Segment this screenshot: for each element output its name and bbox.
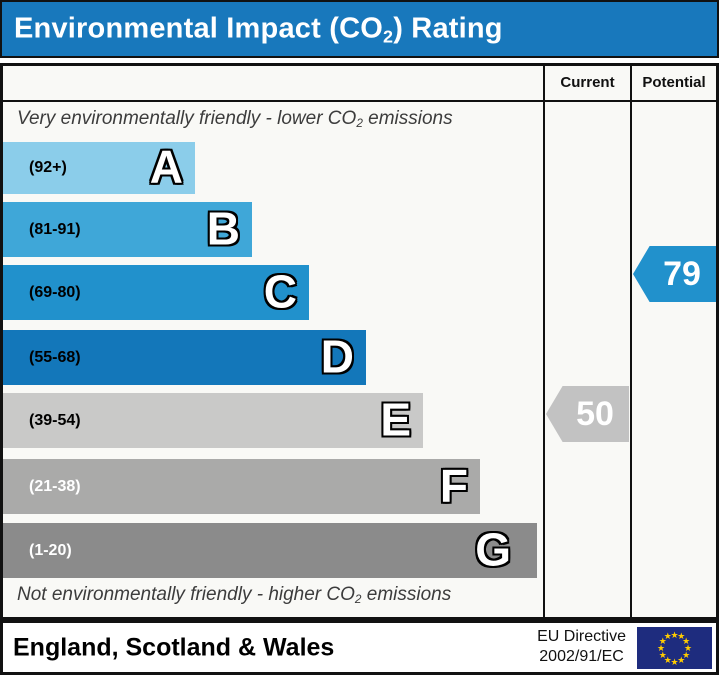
band-a-letter: A <box>149 140 183 193</box>
band-e-letter: E <box>380 392 411 445</box>
band-e: (39-54) E <box>3 393 423 448</box>
eu-directive-label: EU Directive 2002/91/EC <box>537 627 626 669</box>
current-column-header: Current <box>560 74 615 91</box>
eu-flag-icon: ★ ★ ★ ★ ★ ★ ★ ★ ★ ★ ★ ★ <box>637 627 712 669</box>
top-caption-text: Very environmentally friendly - lower CO <box>17 108 357 129</box>
eu-flag-star: ★ <box>663 654 672 665</box>
potential-column-header: Potential <box>642 74 706 91</box>
band-f-letter: F <box>439 458 468 511</box>
bottom-caption-text: Not environmentally friendly - higher CO <box>17 584 355 605</box>
eu-directive-line1: EU Directive <box>537 627 626 645</box>
eu-flag-star: ★ <box>677 654 686 665</box>
band-d-range: (55-68) <box>29 348 81 366</box>
bottom-caption-suffix: emissions <box>361 584 452 605</box>
current-column-divider <box>543 66 545 617</box>
band-c-letter: C <box>263 264 297 317</box>
chart-title-text: Environmental Impact (CO <box>14 12 383 45</box>
chart-title-subscript: 2 <box>382 26 394 47</box>
footer-bar: England, Scotland & Wales EU Directive 2… <box>0 620 719 675</box>
potential-rating-arrow: 79 <box>633 246 716 302</box>
eu-flag-star: ★ <box>670 629 679 640</box>
top-caption-suffix: emissions <box>362 108 453 129</box>
bottom-caption-subscript: 2 <box>354 593 362 607</box>
chart-title-suffix: ) Rating <box>393 12 503 45</box>
band-b-range: (81-91) <box>29 220 81 238</box>
eu-flag-star: ★ <box>683 643 693 653</box>
top-caption-subscript: 2 <box>356 117 363 131</box>
chart-title: Environmental Impact (CO2) Rating <box>14 12 503 47</box>
band-e-range: (39-54) <box>29 411 81 429</box>
eu-flag-star: ★ <box>677 631 686 642</box>
band-d-letter: D <box>320 329 354 382</box>
band-c-range: (69-80) <box>29 283 81 301</box>
current-rating-value: 50 <box>576 394 614 433</box>
band-g-letter: G <box>475 522 511 575</box>
eu-flag-star: ★ <box>658 636 667 647</box>
band-f: (21-38) F <box>3 459 480 514</box>
eu-flag-star: ★ <box>656 643 666 653</box>
region-label: England, Scotland & Wales <box>13 633 335 661</box>
potential-rating-value: 79 <box>663 254 701 293</box>
current-rating-arrow: 50 <box>546 386 629 442</box>
band-b: (81-91) B <box>3 202 252 257</box>
band-c: (69-80) C <box>3 265 309 320</box>
band-d: (55-68) D <box>3 330 366 385</box>
band-b-letter: B <box>206 201 240 254</box>
chart-title-bar: Environmental Impact (CO2) Rating <box>0 0 719 58</box>
eu-flag-star: ★ <box>663 631 672 642</box>
rating-table: Current Potential Very environmentally f… <box>0 63 719 620</box>
band-g: (1-20) G <box>3 523 537 578</box>
band-g-range: (1-20) <box>29 541 72 559</box>
header-divider <box>3 100 716 102</box>
eu-flag-star: ★ <box>670 656 679 667</box>
bottom-caption: Not environmentally friendly - higher CO… <box>17 584 451 606</box>
eu-directive-line2: 2002/91/EC <box>539 648 624 666</box>
band-a-range: (92+) <box>29 159 67 176</box>
eu-flag-star: ★ <box>682 649 691 660</box>
eu-flag-star: ★ <box>658 649 667 660</box>
eu-flag-star: ★ <box>682 636 691 647</box>
potential-column-divider <box>630 66 632 617</box>
band-a: (92+) A <box>3 140 195 194</box>
band-f-range: (21-38) <box>29 477 81 495</box>
top-caption: Very environmentally friendly - lower CO… <box>17 108 453 130</box>
